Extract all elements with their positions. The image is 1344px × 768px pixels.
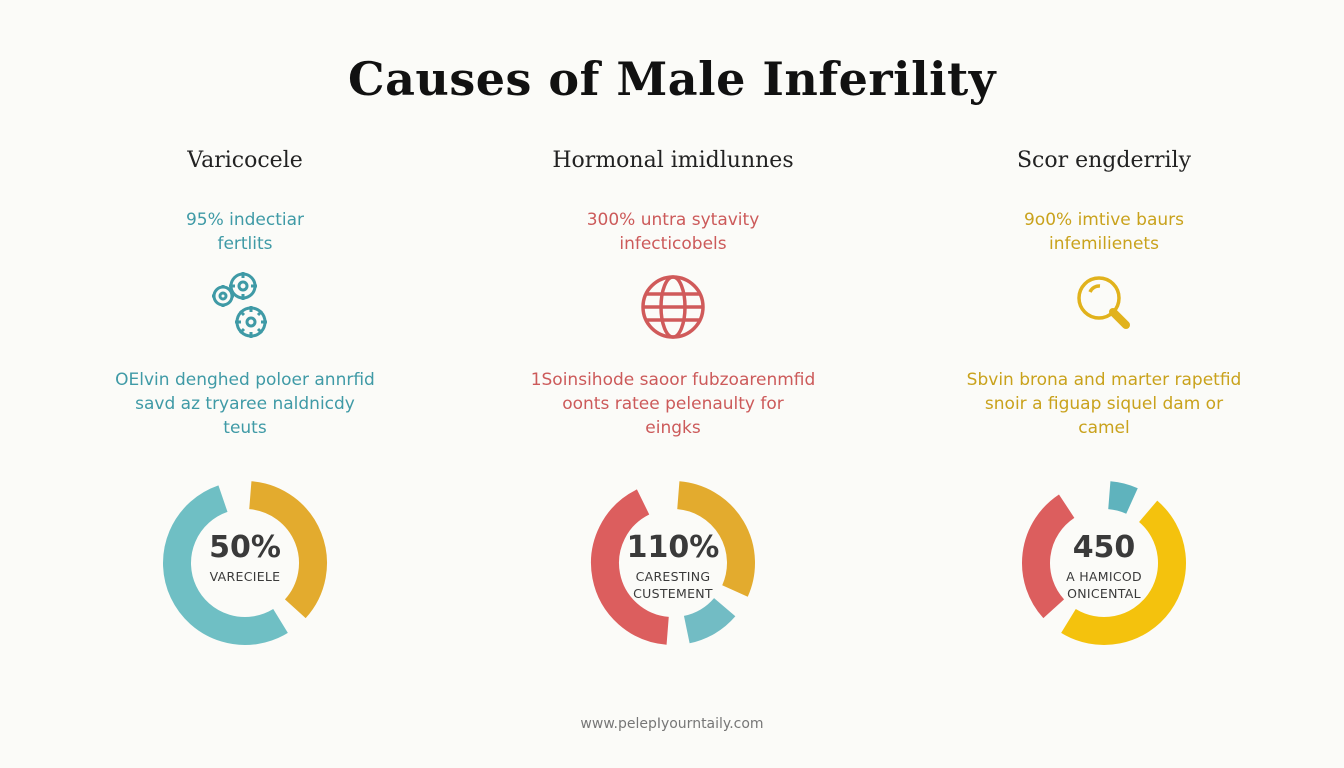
column-varicocele: Varicocele 95% indectiar fertlits OElvin…	[85, 0, 405, 768]
donut-segment-0	[1107, 481, 1138, 515]
column-stat: 95% indectiar fertlits	[185, 210, 305, 254]
donut-caption: CARESTING CUSTEMENT	[633, 569, 713, 601]
magnifier-icon	[1054, 262, 1154, 352]
column-description: OElvin denghed poloer annrfid savd az tr…	[115, 370, 375, 438]
donut-value: 110%	[626, 530, 720, 565]
donut-segment-1	[683, 597, 736, 644]
column-stat: 9o0% imtive baurs infemilienets	[1023, 210, 1184, 254]
column-description: 1Soinsihode saoor fubzoarenmfid oonts ra…	[530, 370, 816, 438]
donut-segment-1	[163, 485, 288, 645]
column-description: Sbvin brona and marter rapetfid snoir a …	[966, 370, 1242, 438]
donut-chart: 50% VARECIELE	[160, 478, 330, 648]
page-title: Causes of Male Inferility	[347, 52, 997, 106]
donut-segment-2	[591, 489, 670, 645]
donut-segment-0	[248, 481, 327, 619]
column-stat: 300% untra sytavity infecticobels	[586, 210, 760, 254]
donut-chart: 450 A HAMICOD ONICENTAL	[1019, 478, 1189, 648]
globe-icon	[623, 262, 723, 352]
donut-segment-2	[1022, 494, 1075, 619]
gears-icon	[195, 262, 295, 352]
column-heading: Scor engderrily	[1016, 148, 1192, 173]
donut-value: 450	[1072, 530, 1136, 565]
column-hormonal: Hormonal imidlunnes 300% untra sytavity …	[513, 0, 833, 768]
column-heading: Hormonal imidlunnes	[552, 148, 794, 173]
donut-chart: 110% CARESTING CUSTEMENT	[588, 478, 758, 648]
column-heading: Varicocele	[187, 148, 303, 173]
donut-segment-0	[676, 481, 755, 597]
donut-segment-1	[1061, 500, 1186, 645]
footer-url: www.pelepIyourntaily.com	[580, 716, 764, 732]
donut-value: 50%	[209, 530, 281, 565]
column-other: Scor engderrily 9o0% imtive baurs infemi…	[944, 0, 1264, 768]
donut-caption: VARECIELE	[209, 569, 281, 584]
donut-caption: A HAMICOD ONICENTAL	[1066, 569, 1142, 601]
